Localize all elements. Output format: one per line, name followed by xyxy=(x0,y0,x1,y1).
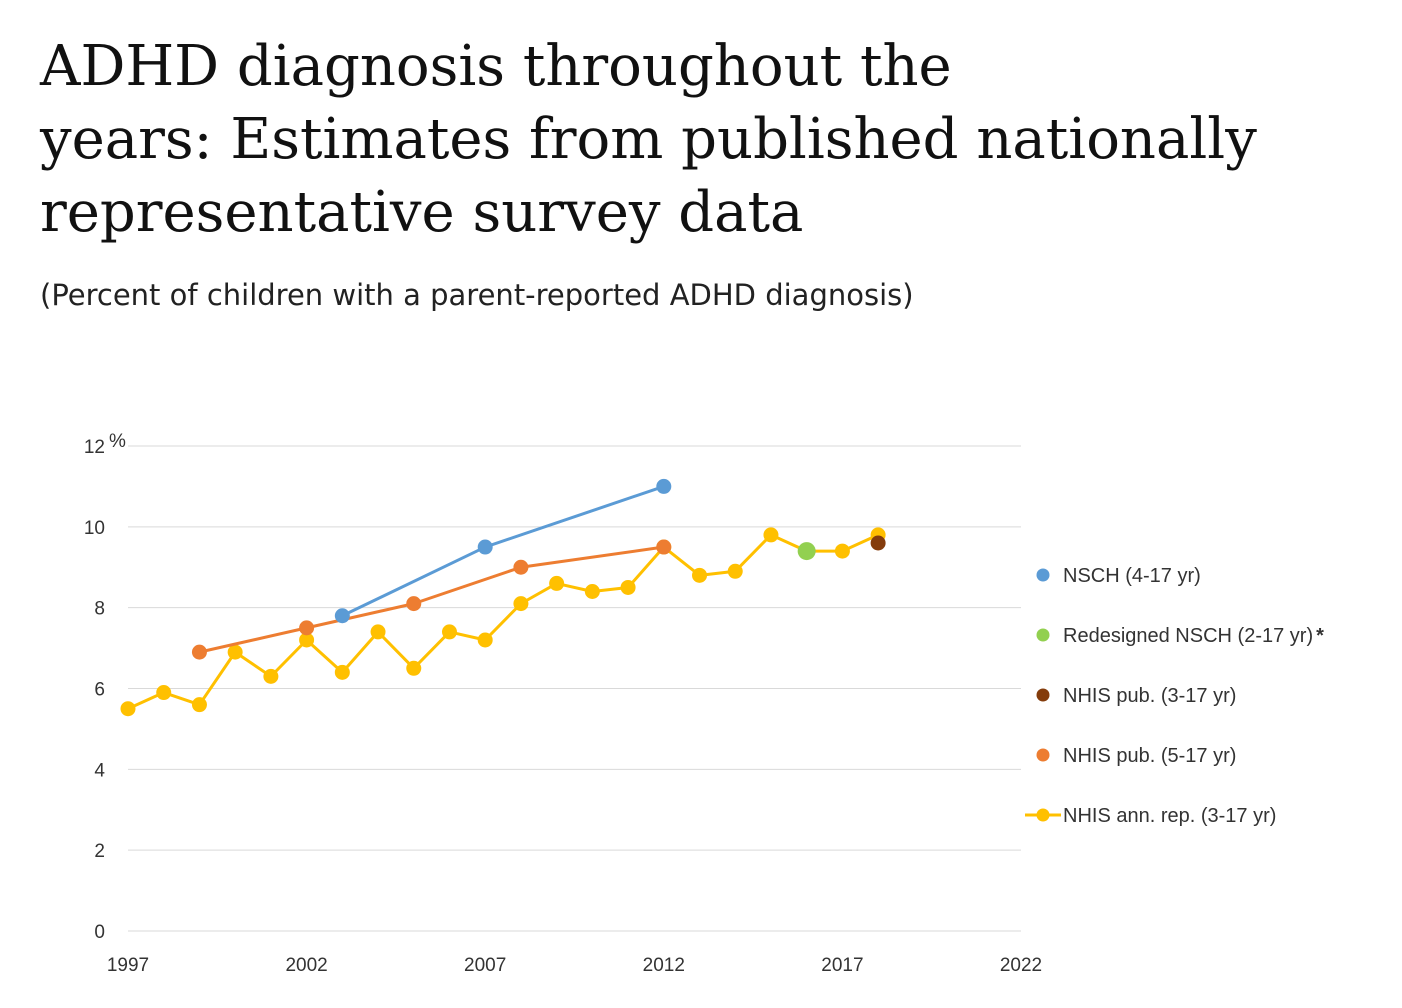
series-line xyxy=(127,533,879,711)
legend-item: NHIS pub. (3-17 yr) xyxy=(1036,685,1236,707)
data-point xyxy=(406,596,422,612)
legend: NSCH (4-17 yr) Redesigned NSCH (2-17 yr) *… xyxy=(1025,565,1324,827)
data-point xyxy=(727,563,743,579)
series-line xyxy=(341,484,665,618)
y-tick-label: 6 xyxy=(94,680,105,701)
y-tick-label: 10 xyxy=(84,518,105,539)
gridlines xyxy=(128,445,1021,932)
x-tick-label: 2007 xyxy=(464,955,506,976)
data-point xyxy=(477,539,493,555)
legend-swatch xyxy=(1036,688,1050,702)
data-point xyxy=(549,575,565,591)
x-tick-label: 2017 xyxy=(821,955,863,976)
legend-label: Redesigned NSCH (2-17 yr) * xyxy=(1063,625,1324,647)
data-point xyxy=(763,527,779,543)
legend-label: NHIS pub. (3-17 yr) xyxy=(1063,685,1236,707)
series-group xyxy=(120,478,886,717)
data-point xyxy=(656,478,672,494)
data-point xyxy=(299,620,315,636)
legend-item: Redesigned NSCH (2-17 yr) * xyxy=(1036,625,1324,647)
x-tick-label: 2022 xyxy=(1000,955,1042,976)
data-point xyxy=(692,567,708,583)
y-unit-label: % xyxy=(109,431,126,452)
axis-ticks: 0 2 4 6 8 10 12 % 1997 2002 2007 2012 2017 2022 xyxy=(84,431,1042,976)
series-line xyxy=(199,545,665,654)
data-point xyxy=(441,624,457,640)
y-tick-label: 12 xyxy=(84,437,105,458)
data-point xyxy=(406,660,422,676)
data-point xyxy=(334,664,350,680)
data-point xyxy=(513,559,529,575)
x-tick-label: 2012 xyxy=(643,955,685,976)
legend-label: NSCH (4-17 yr) xyxy=(1063,565,1201,587)
data-point xyxy=(156,685,172,701)
series-0 xyxy=(120,527,886,717)
data-point xyxy=(584,584,600,599)
legend-item: NHIS pub. (5-17 yr) xyxy=(1036,745,1236,767)
legend-swatch xyxy=(1036,748,1050,762)
chart-subtitle: (Percent of children with a parent-repor… xyxy=(40,278,914,312)
data-point xyxy=(263,668,279,684)
legend-swatch xyxy=(1036,628,1050,642)
series-3 xyxy=(797,542,816,561)
data-point xyxy=(227,644,243,660)
data-point xyxy=(870,535,886,551)
data-point xyxy=(120,701,136,717)
legend-label: NHIS pub. (5-17 yr) xyxy=(1063,745,1236,767)
legend-swatch xyxy=(1036,568,1050,582)
legend-item: NSCH (4-17 yr) xyxy=(1036,565,1201,587)
y-tick-label: 8 xyxy=(94,599,105,620)
y-tick-label: 0 xyxy=(94,922,105,943)
series-1 xyxy=(191,539,672,660)
data-point xyxy=(656,539,672,555)
data-point xyxy=(797,542,816,561)
legend-footnote-marker: * xyxy=(1316,625,1324,647)
y-tick-label: 4 xyxy=(94,760,105,781)
legend-item: NHIS ann. rep. (3-17 yr) xyxy=(1025,805,1276,827)
y-tick-label: 2 xyxy=(94,841,105,862)
data-point xyxy=(191,697,207,713)
data-point xyxy=(299,632,315,648)
data-point xyxy=(513,596,529,612)
series-4 xyxy=(870,535,886,551)
series-2 xyxy=(334,478,672,624)
data-point xyxy=(370,624,386,640)
title-line-2: years: Estimates from published national… xyxy=(40,107,1257,172)
title-line-3: representative survey data xyxy=(40,180,804,245)
data-point xyxy=(334,608,350,624)
data-point xyxy=(834,543,850,559)
legend-label: NHIS ann. rep. (3-17 yr) xyxy=(1063,805,1276,827)
legend-swatch xyxy=(1036,808,1050,822)
data-point xyxy=(477,632,493,648)
data-point xyxy=(620,579,636,595)
x-tick-label: 1997 xyxy=(107,955,149,976)
title-line-1: ADHD diagnosis throughout the xyxy=(40,34,952,99)
x-tick-label: 2002 xyxy=(285,955,327,976)
chart-title: ADHD diagnosis throughout the years: Est… xyxy=(40,30,1360,249)
data-point xyxy=(191,644,207,660)
